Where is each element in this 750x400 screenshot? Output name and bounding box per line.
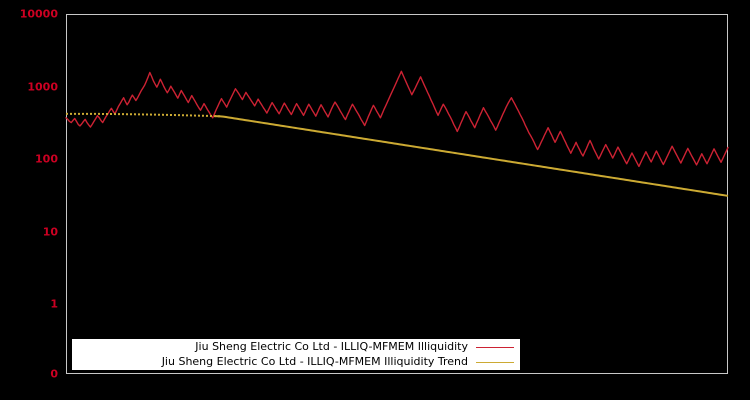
legend-label-illiquidity-trend: Jiu Sheng Electric Co Ltd - ILLIQ-MFMEM …: [161, 355, 468, 368]
y-axis-tick-1000: 1000: [27, 80, 58, 93]
y-axis-tick-10000: 10000: [19, 7, 58, 21]
legend-item-illiquidity: Jiu Sheng Electric Co Ltd - ILLIQ-MFMEM …: [72, 340, 520, 355]
y-axis-tick-100: 100: [35, 152, 58, 166]
legend-swatch-illiquidity-icon: [476, 346, 514, 348]
series-illiquidity-trend: [65, 112, 729, 197]
y-axis-tick-10: 10: [42, 225, 58, 238]
y-axis-tick-0: 0: [50, 367, 58, 381]
plot-area: [66, 14, 728, 374]
chart-legend: Jiu Sheng Electric Co Ltd - ILLIQ-MFMEM …: [72, 339, 520, 370]
legend-label-illiquidity: Jiu Sheng Electric Co Ltd - ILLIQ-MFMEM …: [195, 340, 468, 353]
series-illiquidity: [65, 70, 729, 168]
legend-item-illiquidity-trend: Jiu Sheng Electric Co Ltd - ILLIQ-MFMEM …: [72, 355, 520, 370]
y-axis: 10000 1000 100 10 1 0: [0, 0, 66, 400]
y-axis-tick-1: 1: [50, 297, 58, 311]
legend-swatch-illiquidity-trend-icon: [476, 361, 514, 363]
